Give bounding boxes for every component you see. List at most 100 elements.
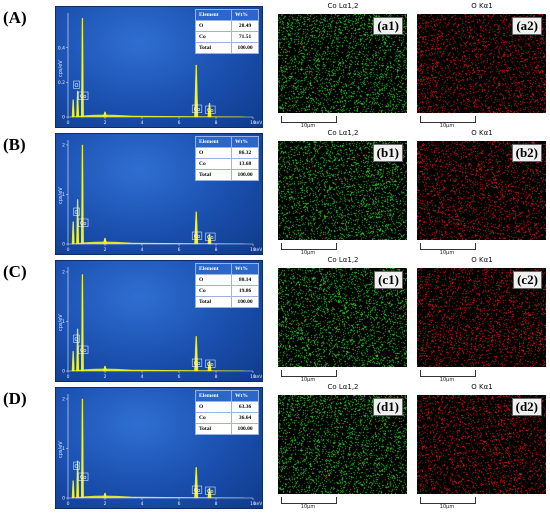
panel-label: (b2) [511, 144, 542, 162]
spectrum-peak [71, 99, 75, 118]
spectrum-peak [81, 144, 84, 245]
table-row: Total 100.00 [195, 423, 259, 435]
table-row: Co 13.68 [195, 158, 259, 170]
row-label: (A) [3, 8, 27, 27]
table-row: O 86.32 [195, 147, 259, 159]
peak-label: Co [194, 488, 201, 494]
y-tick-label: 1 [62, 192, 65, 198]
x-tick-label: 4 [141, 501, 144, 507]
panel-label: (c2) [513, 271, 542, 289]
element-name: Total [195, 423, 232, 435]
element-name: Co [195, 31, 232, 43]
cobalt-map: (d1) [278, 395, 407, 494]
weight-percent: 71.51 [231, 31, 259, 43]
y-tick-label: 0 [62, 369, 65, 375]
x-tick-label: 8 [215, 374, 218, 380]
x-tick-label: 4 [141, 247, 144, 253]
table-header: Wt% [231, 390, 259, 402]
row-label: (D) [3, 389, 27, 408]
map-title: Co Lα1,2 [327, 2, 359, 10]
x-tick-label: 0 [67, 374, 70, 380]
peak-label: Co [207, 235, 214, 241]
map-title: Co Lα1,2 [327, 383, 359, 391]
x-tick-label: 10 [250, 120, 256, 126]
spectrum-background [69, 241, 244, 244]
scale-bar [420, 243, 476, 250]
composition-table: Element Wt% O 28.49 Co 71.51 Total 100.00 [195, 9, 259, 54]
table-row: O 28.49 [195, 20, 259, 32]
table-row: Total 100.00 [195, 169, 259, 181]
x-tick-label: 10 [250, 501, 256, 507]
spectrum-background [69, 114, 244, 117]
scale-bar-label: 10μm [439, 377, 455, 383]
peak-label-box [205, 486, 216, 495]
element-name: O [195, 20, 232, 32]
y-axis-label: cps/eV [58, 187, 64, 204]
peak-label: Co [207, 489, 214, 495]
y-axis-label: cps/eV [58, 441, 64, 458]
eds-spectrum: 2 1 0 0 2 4 6 8 10 keV O Co Co Co cps/eV Element Wt% O 86.… [55, 133, 263, 255]
scale-bar [420, 497, 476, 504]
weight-percent: 100.00 [231, 42, 259, 54]
map-title: O Kα1 [471, 2, 493, 10]
element-name: O [195, 147, 232, 159]
x-tick-label: 6 [178, 120, 181, 126]
table-header-row: Element Wt% [195, 263, 259, 275]
spectrum-background [69, 495, 244, 498]
cobalt-map: (c1) [278, 268, 407, 367]
composition-table: Element Wt% O 86.32 Co 13.68 Total 100.00 [195, 136, 259, 181]
y-tick-label: 0 [62, 496, 65, 502]
table-header: Element [195, 136, 232, 148]
table-row: Co 36.64 [195, 412, 259, 424]
peak-label-box [73, 207, 80, 216]
x-tick-label: 8 [215, 247, 218, 253]
table-row: Co 19.86 [195, 285, 259, 297]
weight-percent: 100.00 [231, 296, 259, 308]
map-title: O Kα1 [471, 256, 493, 264]
table-header: Element [195, 390, 232, 402]
panel-label: (a1) [373, 17, 403, 35]
y-tick-label: 2 [62, 270, 65, 276]
peak-label-box [78, 472, 89, 481]
peak-label: O [75, 337, 79, 343]
element-name: Co [195, 158, 232, 170]
table-header: Wt% [231, 136, 259, 148]
panel-label: (b1) [372, 144, 403, 162]
weight-percent: 36.64 [231, 412, 259, 424]
table-header: Wt% [231, 263, 259, 275]
x-tick-label: 8 [215, 501, 218, 507]
x-tick-label: 4 [141, 120, 144, 126]
peak-label: O [75, 210, 79, 216]
weight-percent: 80.14 [231, 274, 259, 286]
element-name: Co [195, 285, 232, 297]
x-tick-label: 0 [67, 120, 70, 126]
panel-label: (a2) [512, 17, 542, 35]
table-header-row: Element Wt% [195, 390, 259, 402]
peak-label-box [73, 80, 80, 89]
peak-label-box [205, 232, 216, 241]
peak-label: Co [80, 475, 87, 481]
x-axis-label: keV [254, 247, 262, 253]
table-row: Total 100.00 [195, 42, 259, 54]
y-axis-label: cps/eV [58, 60, 64, 77]
weight-percent: 63.36 [231, 401, 259, 413]
peak-label: Co [80, 221, 87, 227]
oxygen-map: (c2) [417, 268, 546, 367]
scale-bar [420, 116, 476, 123]
map-title: Co Lα1,2 [327, 256, 359, 264]
y-axis-label: cps/eV [58, 314, 64, 331]
peak-label: Co [207, 108, 214, 114]
spectrum-peak [81, 274, 84, 372]
y-tick-label: 0.4 [58, 45, 65, 51]
x-tick-label: 6 [178, 501, 181, 507]
y-tick-label: 0 [62, 115, 65, 121]
x-tick-label: 0 [67, 501, 70, 507]
panel-label: (d1) [372, 398, 403, 416]
peak-label: O [75, 83, 79, 89]
x-tick-label: 2 [104, 374, 107, 380]
element-name: Total [195, 42, 232, 54]
table-row: O 80.14 [195, 274, 259, 286]
weight-percent: 100.00 [231, 423, 259, 435]
weight-percent: 100.00 [231, 169, 259, 181]
